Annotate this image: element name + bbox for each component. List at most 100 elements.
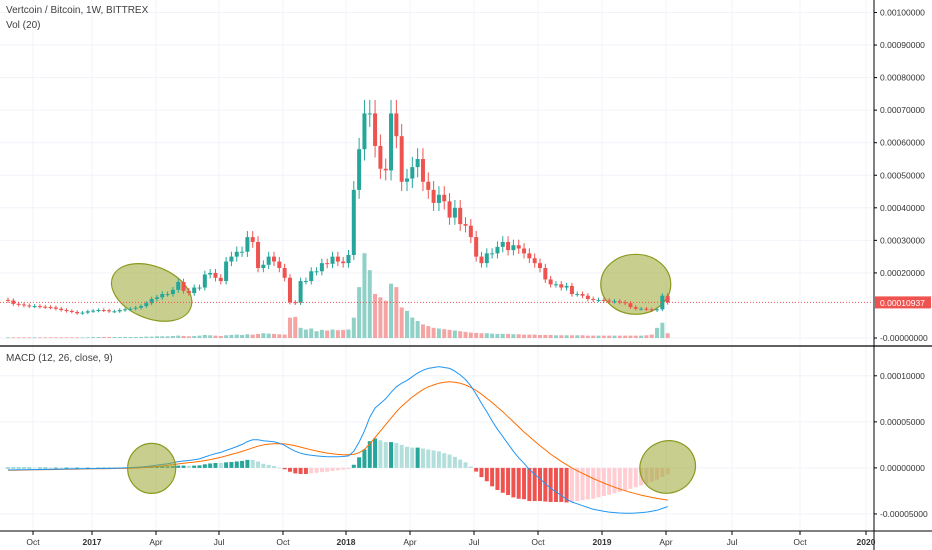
candle-body: [16, 303, 21, 305]
volume-bar: [256, 333, 261, 338]
candle-body: [170, 289, 175, 295]
time-tick-label: Oct: [531, 537, 545, 547]
candle-body: [596, 299, 601, 301]
macd-histogram-bar: [80, 467, 85, 469]
macd-histogram-bar: [261, 463, 266, 468]
macd-histogram-bar: [266, 464, 271, 468]
candle-body: [500, 241, 505, 247]
volume-bar: [553, 335, 558, 338]
macd-histogram-bar: [224, 462, 229, 468]
candle-body: [21, 304, 26, 306]
macd-histogram-bar: [176, 465, 181, 468]
candle-body: [559, 284, 564, 288]
highlight-ellipse: [600, 253, 672, 315]
candle-body: [197, 287, 202, 289]
volume-bar: [27, 337, 32, 339]
candle-body: [160, 294, 165, 298]
price-tick-label: 0.00050000: [880, 170, 925, 180]
candle-body: [569, 285, 574, 295]
candle-body: [474, 237, 479, 257]
macd-histogram-bar: [426, 449, 431, 468]
volume-bar: [149, 336, 154, 338]
volume-bar: [176, 335, 181, 338]
macd-histogram-bar: [468, 466, 473, 468]
volume-bar: [447, 329, 452, 338]
chart-grid: [0, 0, 872, 530]
volume-bars: [6, 253, 670, 339]
time-tick-label: Apr: [149, 537, 162, 547]
volume-bar: [484, 333, 489, 338]
candle-body: [351, 189, 356, 255]
volume-bar: [649, 334, 654, 338]
macd-histogram-bar: [6, 467, 10, 469]
volume-bar: [218, 335, 223, 338]
candle-body: [607, 300, 612, 302]
time-tick-label: 2019: [593, 537, 612, 547]
macd-histogram-bar: [367, 441, 372, 468]
macd-histogram-bar: [623, 467, 628, 491]
macd-histogram-bar: [11, 467, 16, 469]
candle-body: [484, 253, 489, 264]
volume-legend[interactable]: Vol (20): [6, 20, 41, 31]
candle-body: [229, 256, 234, 262]
candle-body: [442, 194, 447, 202]
candle-body: [112, 311, 117, 313]
volume-bar: [532, 334, 537, 338]
candle-body: [591, 298, 596, 300]
candle-body: [628, 303, 633, 308]
macd-histogram-bar: [69, 467, 74, 469]
candle-body: [282, 268, 287, 278]
candle-body: [522, 248, 527, 254]
candle-body: [495, 246, 500, 254]
macd-histogram-bar: [564, 467, 569, 503]
volume-bar: [64, 337, 69, 339]
macd-histogram-bar: [447, 454, 452, 468]
macd-legend[interactable]: MACD (12, 26, close, 9): [6, 353, 113, 364]
volume-bar: [665, 333, 670, 338]
candle-body: [85, 311, 90, 313]
volume-bar: [240, 334, 245, 338]
candle-body: [378, 145, 383, 169]
macd-histogram-bar: [32, 467, 37, 469]
volume-bar: [452, 330, 457, 338]
volume-bar: [144, 336, 149, 338]
macd-histogram-bar: [585, 467, 590, 500]
signal-line: [8, 381, 668, 501]
price-tick-label: 0.00040000: [880, 203, 925, 213]
volume-bar: [633, 335, 638, 338]
candle-body: [649, 309, 654, 311]
volume-bar: [575, 335, 580, 338]
macd-histogram: [6, 438, 670, 503]
candle-body: [543, 268, 548, 280]
volume-bar: [383, 300, 388, 338]
macd-lines: [8, 366, 668, 514]
time-tick-label: Apr: [403, 537, 416, 547]
volume-bar: [538, 334, 542, 338]
volume-bar: [463, 331, 468, 338]
candle-body: [399, 136, 404, 182]
volume-bar: [335, 330, 340, 338]
volume-bar: [426, 326, 431, 338]
volume-bar: [660, 322, 665, 338]
volume-bar: [186, 336, 191, 338]
candle-body: [139, 306, 143, 308]
macd-histogram-bar: [272, 466, 276, 468]
macd-histogram-bar: [575, 467, 580, 502]
volume-bar: [415, 321, 420, 338]
macd-histogram-bar: [43, 467, 48, 469]
time-tick-label: Oct: [276, 537, 290, 547]
macd-histogram-bar: [59, 467, 64, 469]
macd-histogram-bar: [245, 459, 250, 468]
candle-body: [426, 181, 431, 190]
volume-bar: [287, 317, 292, 338]
macd-histogram-bar: [240, 460, 245, 468]
volume-bar: [11, 337, 16, 339]
volume-bar: [282, 334, 287, 338]
candle-body: [463, 224, 468, 226]
volume-bar: [319, 329, 324, 338]
volume-bar: [607, 335, 612, 338]
volume-bar: [357, 287, 362, 338]
candle-body: [394, 113, 399, 137]
symbol-title[interactable]: Vertcoin / Bitcoin, 1W, BITTREX: [6, 5, 149, 16]
